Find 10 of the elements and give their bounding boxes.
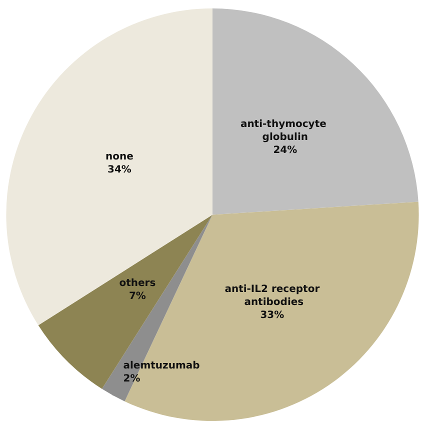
slice-label: others xyxy=(119,278,156,289)
data-label: 7% xyxy=(128,290,146,302)
slice-label: alemtuzumab xyxy=(123,360,200,372)
data-label: 33% xyxy=(260,310,284,321)
slice-label: anti-IL2 receptor antibodies xyxy=(224,284,320,308)
slice-label: none xyxy=(106,152,134,163)
slice-label: anti-thymocyte globulin xyxy=(240,118,330,143)
data-label: 2% xyxy=(123,374,140,385)
data-label: 34% xyxy=(108,164,132,176)
data-label: 24% xyxy=(273,144,298,156)
